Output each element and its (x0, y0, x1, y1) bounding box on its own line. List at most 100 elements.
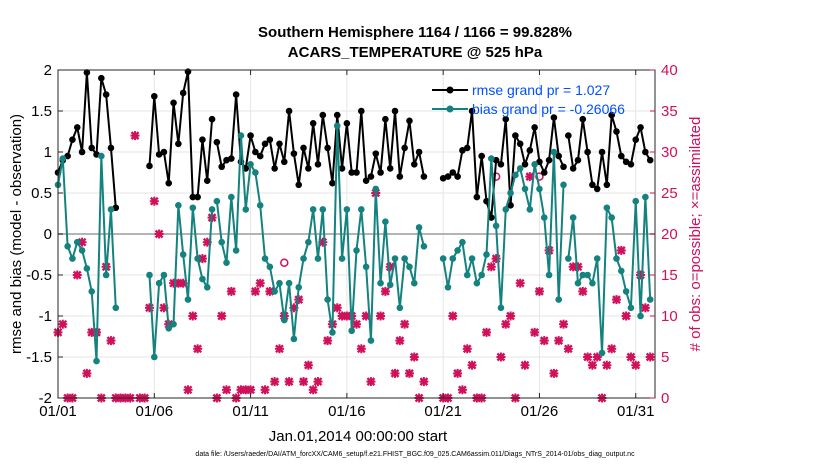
series-rmse-point (266, 136, 274, 143)
series-rmse-point (627, 161, 635, 168)
series-rmse-point (646, 156, 654, 164)
series-bias-point (300, 255, 307, 262)
series-bias-point (218, 238, 225, 246)
y-right-ticks: 0 5 10 15 20 25 30 35 40 (650, 62, 678, 407)
obs-count-marker (246, 385, 256, 395)
x-tick-label: 01/06 (136, 403, 174, 420)
y-right-tick-label: 0 (661, 390, 669, 407)
y-left-tick-label: 1.5 (31, 103, 52, 120)
x-tick-label: 01/21 (424, 403, 462, 420)
obs-count-marker (193, 344, 203, 354)
obs-count-marker (352, 319, 361, 329)
x-tick-label: 01/01 (39, 403, 77, 420)
y-right-tick-label: 40 (661, 62, 678, 79)
legend-rmse-marker (446, 86, 454, 94)
series-rmse-point (598, 148, 606, 156)
obs-count-marker (453, 368, 463, 378)
series-rmse-point (391, 107, 399, 115)
series-bias-point (502, 206, 510, 213)
series-rmse-point (102, 91, 110, 98)
obs-count-marker (563, 344, 573, 354)
obs-count-marker (616, 245, 626, 255)
series-bias-point (146, 271, 153, 279)
series-bias-point (324, 296, 331, 303)
series-bias-point (560, 181, 567, 189)
series-bias-point (271, 288, 278, 295)
series-bias-point (574, 279, 582, 287)
obs-count-marker (303, 360, 313, 370)
obs-count-marker (72, 270, 82, 280)
series-bias-point (175, 202, 182, 209)
series-bias-point (107, 206, 115, 213)
series-rmse-point (377, 169, 384, 176)
series-bias-point (362, 263, 370, 271)
series-bias-point (382, 218, 389, 225)
series-bias-point (589, 279, 596, 287)
series-rmse-point (406, 117, 413, 125)
obs-count-marker (332, 303, 342, 313)
series-rmse-point (540, 169, 548, 176)
obs-count-marker (265, 286, 275, 296)
obs-count-marker (559, 319, 569, 329)
series-rmse-point (285, 107, 293, 115)
series-rmse-point (531, 124, 538, 131)
obs-count-marker (260, 385, 270, 395)
series-bias-point (102, 271, 110, 279)
series-bias-point (488, 155, 495, 162)
series-rmse-point (189, 193, 197, 201)
y-left-tick-label: -2 (39, 390, 52, 407)
y-right-tick-label: 15 (661, 267, 678, 284)
x-tick-label: 01/16 (328, 403, 366, 420)
series-bias-point (170, 320, 177, 328)
obs-count-marker (506, 311, 516, 321)
obs-count-marker (539, 336, 549, 346)
chart-title-line1: Southern Hemisphere 1164 / 1166 = 99.828… (258, 24, 572, 41)
series-bias-point (420, 243, 428, 250)
series-bias-point (98, 152, 105, 160)
series-rmse-point (382, 115, 389, 123)
obs-count-marker (197, 254, 207, 264)
chart-title-line2: ACARS_TEMPERATURE @ 525 hPa (287, 44, 543, 61)
series-rmse-point (574, 156, 582, 164)
series-bias-point (276, 279, 283, 287)
series-rmse-point (179, 89, 187, 97)
series-bias-point (492, 222, 500, 230)
series-bias-point (536, 185, 543, 193)
series-bias-point (189, 204, 197, 212)
series-rmse-point (401, 144, 408, 152)
y-left-tick-label: -1.5 (26, 349, 52, 366)
obs-count-marker (313, 377, 323, 387)
series-rmse-point (329, 179, 336, 187)
series-bias-point (179, 251, 187, 258)
obs-count-marker (640, 303, 650, 313)
obs-count-marker (636, 270, 646, 280)
series-bias-point (454, 247, 461, 254)
series-bias-point (439, 255, 447, 262)
series-bias-point (208, 206, 216, 213)
series-rmse-point (271, 165, 278, 172)
obs-count-marker (409, 352, 419, 362)
obs-count-marker (395, 336, 405, 346)
series-bias-point (228, 193, 235, 201)
series-bias-point (150, 353, 158, 361)
series-bias-point (478, 271, 485, 279)
obs-count-marker (404, 368, 414, 378)
series-bias-point (305, 238, 312, 246)
series-rmse-point (203, 177, 211, 184)
series-bias-point (165, 325, 173, 332)
obs-count-marker (154, 229, 164, 239)
series-rmse-point (603, 181, 611, 189)
series-rmse-point (290, 150, 298, 157)
obs-count-marker (607, 344, 617, 354)
series-rmse-point (415, 148, 423, 156)
series-rmse-point (593, 185, 601, 193)
series-rmse-point (550, 114, 558, 121)
obs-count-marker (496, 352, 506, 362)
series-rmse-point (444, 173, 452, 180)
y-left-ticks: -2 -1.5 -1 -0.5 0 0.5 1 1.5 2 (26, 62, 63, 407)
series-rmse-point (338, 165, 346, 172)
obs-count-marker (188, 311, 198, 321)
series-bias-line (442, 151, 565, 309)
series-bias-point (593, 255, 601, 262)
series-rmse-point (309, 120, 317, 127)
